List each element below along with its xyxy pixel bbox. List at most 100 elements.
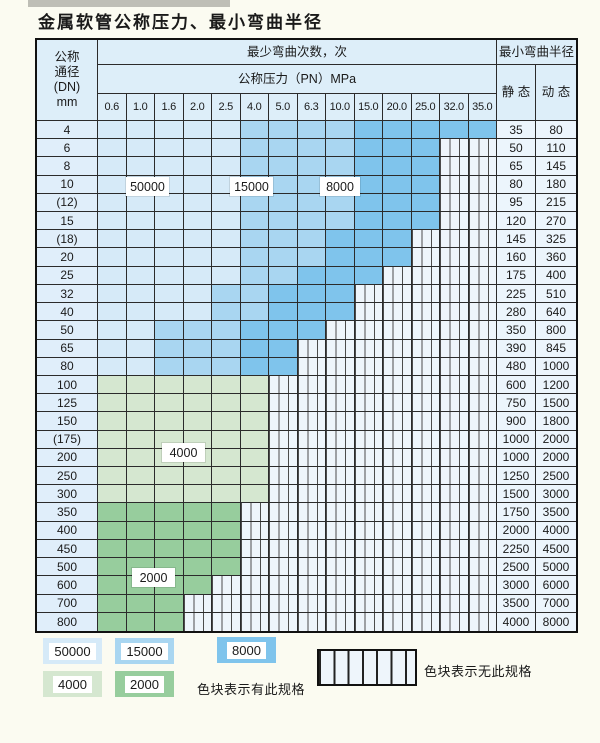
- static-radius-cell: 2000: [497, 521, 536, 540]
- dn-cell: 6: [37, 139, 98, 158]
- spec-cell: [183, 175, 212, 194]
- spec-cell: [297, 612, 326, 631]
- spec-cell: [126, 266, 155, 285]
- spec-cell: [240, 412, 269, 431]
- spec-cell: [240, 321, 269, 340]
- spec-cell: [383, 485, 412, 504]
- page-title: 金属软管公称压力、最小弯曲半径: [38, 13, 323, 33]
- spec-cell: [468, 375, 497, 395]
- spec-cell: [155, 503, 184, 522]
- spec-cell: [411, 303, 440, 322]
- spec-cell: [411, 594, 440, 613]
- spec-cell: [98, 594, 127, 613]
- spec-cell: [383, 576, 412, 595]
- spec-cell: [155, 375, 184, 395]
- spec-cell: [212, 193, 241, 213]
- spec-cell: [297, 321, 326, 340]
- legend-swatch-label: 2000: [125, 675, 164, 693]
- spec-cell: [440, 375, 469, 395]
- spec-cell: [155, 284, 184, 304]
- spec-cell: [440, 576, 469, 595]
- spec-cell: [411, 248, 440, 267]
- spec-cell: [269, 230, 298, 249]
- spec-cell: [468, 193, 497, 213]
- spec-cell: [468, 248, 497, 267]
- static-radius-cell: 2250: [497, 539, 536, 559]
- spec-cell: [212, 539, 241, 559]
- spec-cell: [183, 139, 212, 158]
- spec-cell: [126, 248, 155, 267]
- static-radius-cell: 1250: [497, 467, 536, 486]
- spec-cell: [155, 594, 184, 613]
- spec-cell: [383, 266, 412, 285]
- spec-cell: [468, 266, 497, 285]
- spec-cell: [212, 521, 241, 540]
- header-pressure-value: 32.0: [440, 94, 469, 121]
- spec-cell: [297, 448, 326, 468]
- spec-cell: [126, 448, 155, 468]
- spec-cell: [126, 594, 155, 613]
- dn-cell: 350: [37, 503, 98, 522]
- spec-cell: [411, 139, 440, 158]
- header-pressure-value: 4.0: [240, 94, 269, 121]
- static-radius-cell: 1000: [497, 430, 536, 449]
- spec-cell: [326, 521, 355, 540]
- spec-cell: [240, 558, 269, 577]
- spec-cell: [297, 230, 326, 249]
- spec-cell: [297, 193, 326, 213]
- spec-cell: [212, 266, 241, 285]
- spec-cell: [98, 448, 127, 468]
- spec-cell: [383, 230, 412, 249]
- spec-cell: [269, 266, 298, 285]
- static-radius-cell: 4000: [497, 612, 536, 631]
- spec-cell: [440, 284, 469, 304]
- spec-cell: [183, 394, 212, 413]
- spec-cell: [297, 266, 326, 285]
- spec-cell: [269, 339, 298, 358]
- spec-cell: [326, 139, 355, 158]
- spec-cell: [183, 503, 212, 522]
- spec-cell: [383, 175, 412, 194]
- legend-swatch-50000: 50000: [43, 638, 102, 664]
- spec-cell: [354, 157, 383, 176]
- header-pressure: 公称压力（PN）MPa: [98, 65, 497, 94]
- zone-label-15000: 15000: [230, 177, 273, 196]
- spec-cell: [269, 212, 298, 231]
- spec-cell: [98, 321, 127, 340]
- dynamic-radius-cell: 8000: [536, 612, 576, 631]
- spec-cell: [269, 521, 298, 540]
- spec-cell: [411, 321, 440, 340]
- spec-cell: [240, 157, 269, 176]
- spec-cell: [354, 412, 383, 431]
- spec-cell: [354, 576, 383, 595]
- spec-cell: [183, 339, 212, 358]
- dn-cell: 20: [37, 248, 98, 267]
- header-pressure-value: 5.0: [269, 94, 298, 121]
- spec-cell: [297, 503, 326, 522]
- spec-cell: [126, 284, 155, 304]
- spec-cell: [354, 448, 383, 468]
- spec-cell: [354, 467, 383, 486]
- spec-cell: [326, 121, 355, 140]
- spec-cell: [411, 612, 440, 631]
- spec-cell: [98, 375, 127, 395]
- spec-cell: [440, 321, 469, 340]
- static-radius-cell: 1500: [497, 485, 536, 504]
- spec-cell: [468, 485, 497, 504]
- spec-cell: [183, 485, 212, 504]
- spec-cell: [383, 521, 412, 540]
- spec-cell: [354, 266, 383, 285]
- spec-cell: [240, 357, 269, 376]
- spec-cell: [297, 558, 326, 577]
- spec-cell: [354, 430, 383, 449]
- spec-cell: [354, 303, 383, 322]
- spec-cell: [98, 193, 127, 213]
- spec-cell: [326, 448, 355, 468]
- legend-swatch-label: 4000: [53, 675, 92, 693]
- spec-cell: [383, 139, 412, 158]
- spec-cell: [411, 448, 440, 468]
- spec-cell: [411, 339, 440, 358]
- spec-cell: [383, 448, 412, 468]
- spec-cell: [297, 576, 326, 595]
